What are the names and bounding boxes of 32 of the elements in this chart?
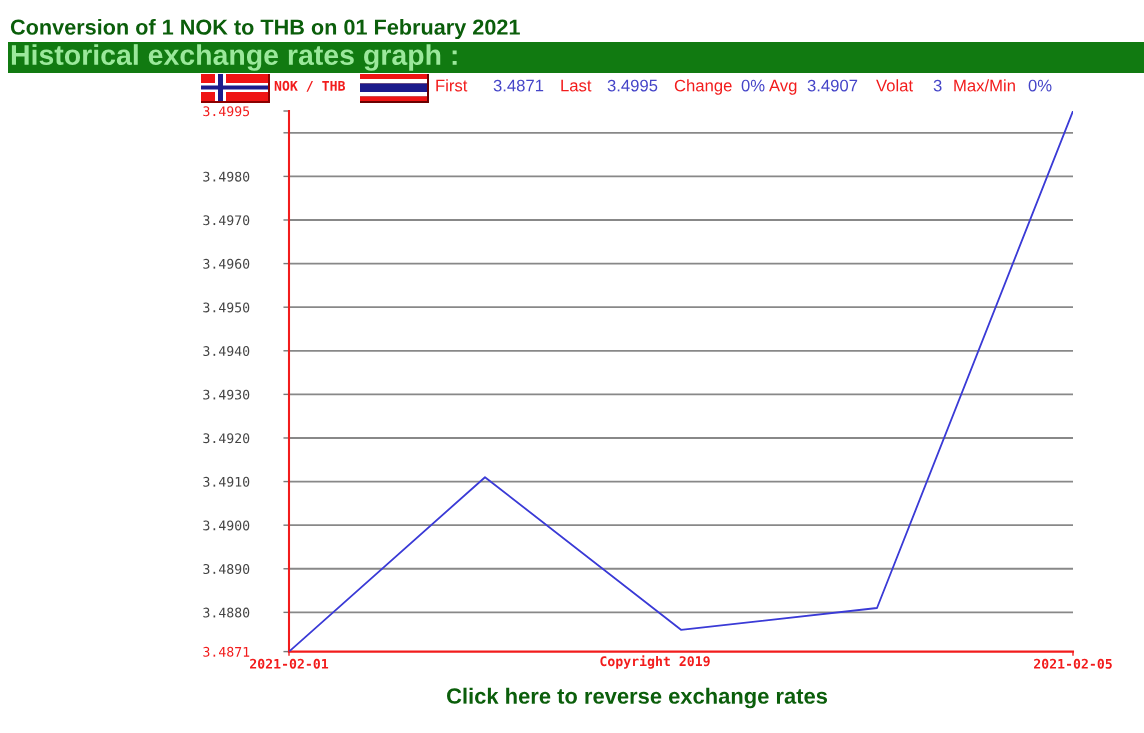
text: 3: [933, 79, 942, 92]
y-tick-label: 3.4920: [203, 433, 250, 444]
text: Avg: [769, 79, 797, 95]
text: 0%: [741, 79, 765, 92]
text: NOK / THB: [274, 80, 346, 92]
y-tick-label: 3.4980: [203, 171, 250, 182]
text: 3.4871: [493, 79, 544, 92]
y-tick-label: 3.4871: [203, 646, 250, 657]
y-tick-label: 3.4910: [203, 476, 250, 487]
text: Last: [561, 79, 592, 92]
y-tick-label: 3.4930: [203, 389, 250, 400]
text: 3.4907: [807, 79, 858, 92]
y-tick-label: 3.4890: [203, 564, 250, 574]
y-tick-label: 3.4995: [203, 106, 250, 117]
y-tick-label: 3.4900: [203, 520, 250, 531]
text: 0%: [1028, 79, 1052, 92]
y-tick-label: 3.4960: [203, 258, 250, 269]
chart-subtitle: Historical exchange rates graph :: [11, 44, 457, 71]
y-tick-label: 3.4880: [203, 607, 250, 618]
text: Change: [674, 79, 732, 95]
text: Max/Min: [954, 79, 1015, 92]
text: 3.4995: [607, 79, 658, 92]
y-tick-label: 3.4950: [203, 302, 250, 313]
x-tick-label: 2021-02-01: [250, 658, 329, 669]
y-tick-label: 3.4970: [203, 215, 250, 226]
text: Volat: [876, 79, 913, 92]
text: Copyright 2019: [600, 655, 710, 669]
chart-title: Conversion of 1 NOK to THB on 01 February 2021: [10, 18, 520, 40]
y-tick-label: 3.4940: [203, 346, 250, 357]
text: Click here to reverse exchange rates: [447, 687, 828, 709]
x-tick-label: 2021-02-05: [1034, 658, 1112, 669]
text: First: [436, 79, 468, 92]
